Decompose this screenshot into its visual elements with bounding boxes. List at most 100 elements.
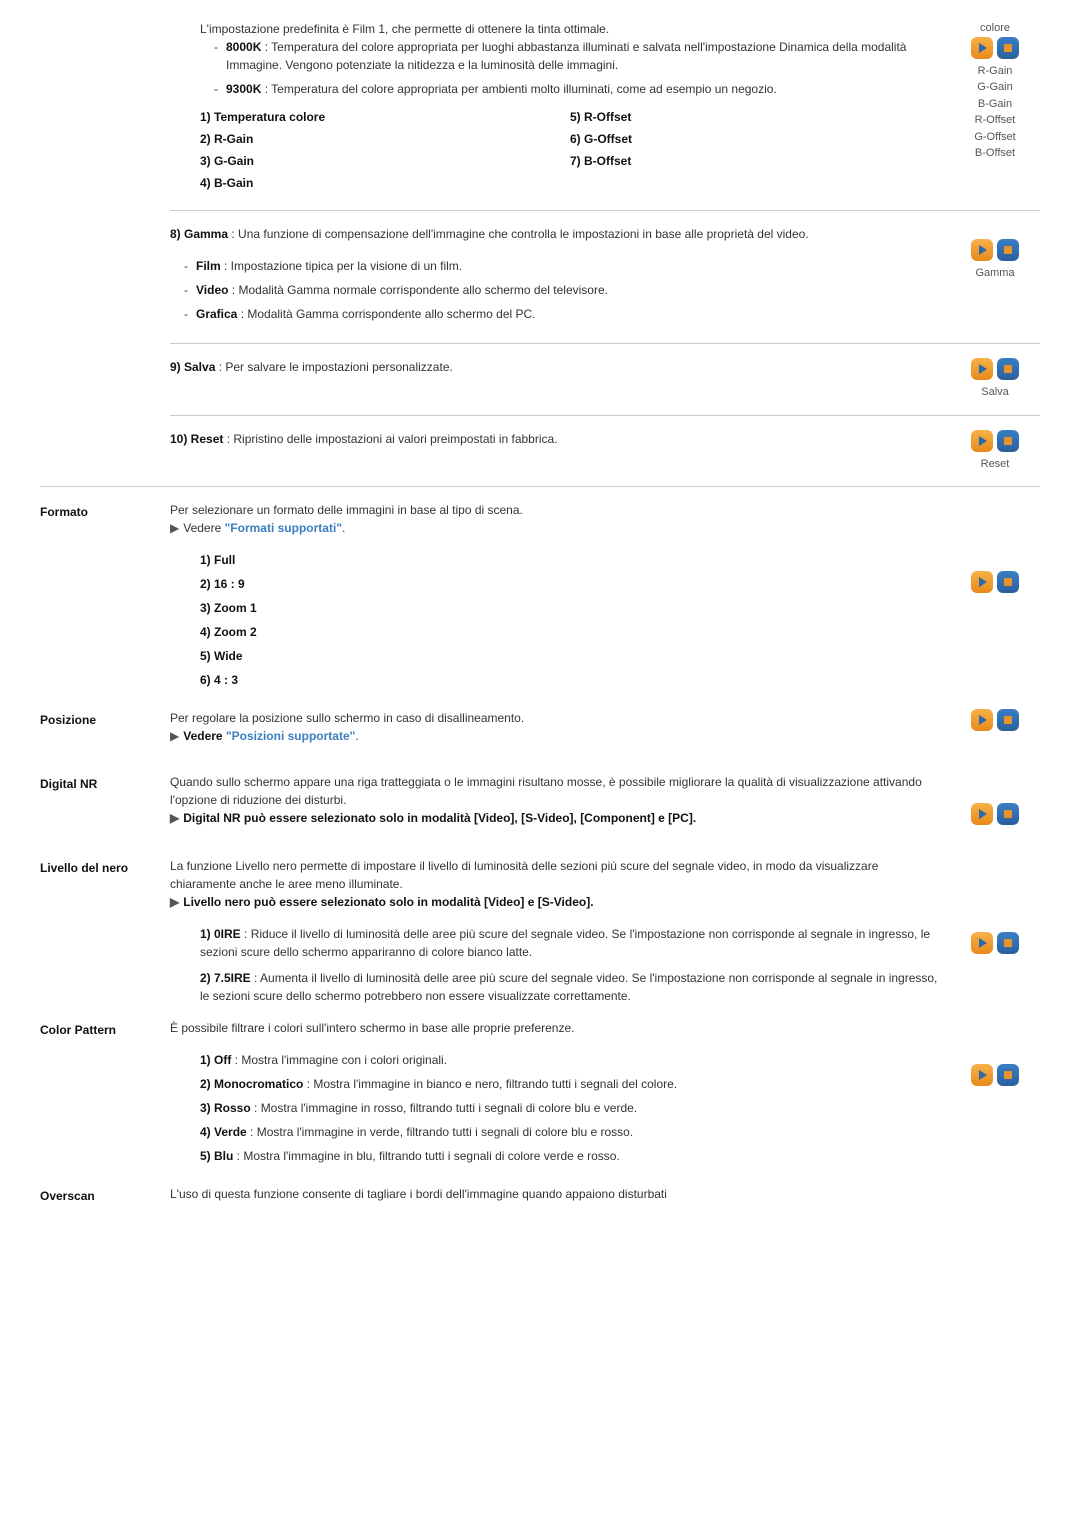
posizione-side xyxy=(950,709,1040,745)
tc-right-2: 7) B-Offset xyxy=(570,152,940,170)
stop-icon[interactable] xyxy=(997,803,1019,825)
posizione-content: Per regolare la posizione sullo schermo … xyxy=(170,709,950,745)
reset-section: 10) Reset : Ripristino delle impostazion… xyxy=(170,415,1040,487)
cp-i0: 1) Off : Mostra l'immagine con i colori … xyxy=(200,1051,940,1069)
formati-supportati-link[interactable]: "Formati supportati" xyxy=(225,521,342,535)
stop-icon[interactable] xyxy=(997,1064,1019,1086)
side-colore: colore xyxy=(950,20,1040,37)
formato-content: Per selezionare un formato delle immagin… xyxy=(170,501,950,695)
digitalnr-note-line: ▶Digital NR può essere selezionato solo … xyxy=(170,809,940,827)
posizione-label: Posizione xyxy=(40,709,170,745)
posizioni-supportate-link[interactable]: "Posizioni supportate" xyxy=(226,729,355,743)
formato-i2: 3) Zoom 1 xyxy=(200,599,940,617)
livello-row: Livello del nero La funzione Livello ner… xyxy=(40,857,1040,1005)
colorpattern-row: Color Pattern È possibile filtrare i col… xyxy=(40,1019,1040,1171)
cp-i3: 4) Verde : Mostra l'immagine in verde, f… xyxy=(200,1123,940,1141)
gamma-film: Film : Impostazione tipica per la vision… xyxy=(184,257,940,275)
colorpattern-side xyxy=(950,1019,1040,1171)
gamma-video: Video : Modalità Gamma normale corrispon… xyxy=(184,281,940,299)
play-icon[interactable] xyxy=(971,1064,993,1086)
tc-left-3: 4) B-Gain xyxy=(200,174,570,192)
formato-side xyxy=(950,501,1040,695)
play-icon[interactable] xyxy=(971,803,993,825)
overscan-row: Overscan L'uso di questa funzione consen… xyxy=(40,1185,1040,1205)
icons-colore xyxy=(950,37,1040,59)
livello-i0: 1) 0IRE : Riduce il livello di luminosit… xyxy=(200,925,940,961)
formato-link-line: ▶Vedere "Formati supportati". xyxy=(170,519,940,537)
digitalnr-content: Quando sullo schermo appare una riga tra… xyxy=(170,773,950,829)
gamma-side: Gamma xyxy=(950,225,1040,329)
play-icon[interactable] xyxy=(971,37,993,59)
stop-icon[interactable] xyxy=(997,239,1019,261)
salva-side-label: Salva xyxy=(950,384,1040,401)
triangle-icon: ▶ xyxy=(170,811,179,825)
formato-i5: 6) 4 : 3 xyxy=(200,671,940,689)
livello-label: Livello del nero xyxy=(40,857,170,1005)
cp-i4: 5) Blu : Mostra l'immagine in blu, filtr… xyxy=(200,1147,940,1165)
tc-left-0: 1) Temperatura colore xyxy=(200,108,570,126)
side-l3: R-Offset xyxy=(950,112,1040,129)
livello-i1: 2) 7.5IRE : Aumenta il livello di lumino… xyxy=(200,969,940,1005)
formato-i1: 2) 16 : 9 xyxy=(200,575,940,593)
play-icon[interactable] xyxy=(971,571,993,593)
tc-left-2: 3) G-Gain xyxy=(200,152,570,170)
tc-right-0: 5) R-Offset xyxy=(570,108,940,126)
gamma-section: 8) Gamma : Una funzione di compensazione… xyxy=(170,210,1040,343)
top-two-col: 1) Temperatura colore 2) R-Gain 3) G-Gai… xyxy=(200,108,940,196)
formato-row: Formato Per selezionare un formato delle… xyxy=(40,486,1040,695)
top-item-9300k: 9300K : Temperatura del colore appropria… xyxy=(214,80,940,98)
salva-side: Salva xyxy=(950,358,1040,401)
formato-text: Per selezionare un formato delle immagin… xyxy=(170,501,940,519)
stop-icon[interactable] xyxy=(997,571,1019,593)
reset-side: Reset xyxy=(950,430,1040,473)
side-l2: B-Gain xyxy=(950,96,1040,113)
top-item-8000k: 8000K : Temperatura del colore appropria… xyxy=(214,38,940,74)
colorpattern-content: È possibile filtrare i colori sull'inter… xyxy=(170,1019,950,1171)
digitalnr-row: Digital NR Quando sullo schermo appare u… xyxy=(40,773,1040,829)
side-l5: B-Offset xyxy=(950,145,1040,162)
play-icon[interactable] xyxy=(971,430,993,452)
side-l0: R-Gain xyxy=(950,63,1040,80)
reset-side-label: Reset xyxy=(950,456,1040,473)
livello-side xyxy=(950,857,1040,1005)
tc-right-1: 6) G-Offset xyxy=(570,130,940,148)
triangle-icon: ▶ xyxy=(170,521,179,535)
formato-label: Formato xyxy=(40,501,170,695)
top-section: L'impostazione predefinita è Film 1, che… xyxy=(40,20,1040,210)
stop-icon[interactable] xyxy=(997,430,1019,452)
triangle-icon: ▶ xyxy=(170,729,179,743)
play-icon[interactable] xyxy=(971,358,993,380)
livello-note-line: ▶Livello nero può essere selezionato sol… xyxy=(170,893,940,911)
posizione-link-line: ▶Vedere "Posizioni supportate". xyxy=(170,727,940,745)
stop-icon[interactable] xyxy=(997,932,1019,954)
cp-i2: 3) Rosso : Mostra l'immagine in rosso, f… xyxy=(200,1099,940,1117)
salva-section: 9) Salva : Per salvare le impostazioni p… xyxy=(170,343,1040,415)
digitalnr-label: Digital NR xyxy=(40,773,170,829)
side-l1: G-Gain xyxy=(950,79,1040,96)
play-icon[interactable] xyxy=(971,932,993,954)
play-icon[interactable] xyxy=(971,709,993,731)
empty-label xyxy=(40,20,170,196)
reset-line: 10) Reset : Ripristino delle impostazion… xyxy=(170,430,940,448)
top-intro: L'impostazione predefinita è Film 1, che… xyxy=(200,20,940,38)
colorpattern-label: Color Pattern xyxy=(40,1019,170,1171)
formato-i4: 5) Wide xyxy=(200,647,940,665)
digitalnr-side xyxy=(950,773,1040,829)
gamma-title-line: 8) Gamma : Una funzione di compensazione… xyxy=(170,225,940,243)
posizione-text: Per regolare la posizione sullo schermo … xyxy=(170,709,940,727)
top-side: colore R-Gain G-Gain B-Gain R-Offset G-O… xyxy=(950,20,1040,196)
colorpattern-text: È possibile filtrare i colori sull'inter… xyxy=(170,1019,940,1037)
gamma-side-label: Gamma xyxy=(950,265,1040,282)
livello-content: La funzione Livello nero permette di imp… xyxy=(170,857,950,1005)
stop-icon[interactable] xyxy=(997,358,1019,380)
gamma-grafica: Grafica : Modalità Gamma corrispondente … xyxy=(184,305,940,323)
play-icon[interactable] xyxy=(971,239,993,261)
digitalnr-text: Quando sullo schermo appare una riga tra… xyxy=(170,773,940,809)
overscan-content: L'uso di questa funzione consente di tag… xyxy=(170,1185,950,1205)
stop-icon[interactable] xyxy=(997,709,1019,731)
gamma-list: Film : Impostazione tipica per la vision… xyxy=(170,257,940,323)
top-list: 8000K : Temperatura del colore appropria… xyxy=(200,38,940,98)
triangle-icon: ▶ xyxy=(170,895,179,909)
top-content: L'impostazione predefinita è Film 1, che… xyxy=(170,20,950,196)
stop-icon[interactable] xyxy=(997,37,1019,59)
